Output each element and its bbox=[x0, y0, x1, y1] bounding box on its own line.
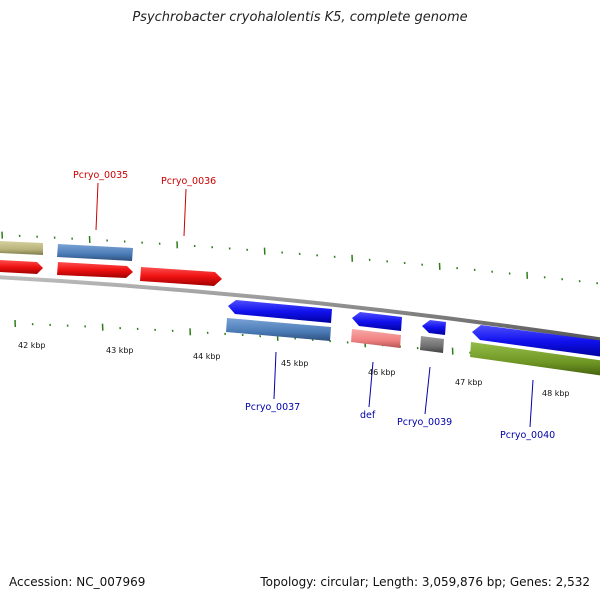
genome-backbone bbox=[0, 275, 600, 342]
scale-label-42-kbp: 42 kbp bbox=[18, 341, 46, 350]
accession-text: Accession: NC_007969 bbox=[9, 575, 146, 589]
scale-label-46-kbp: 46 kbp bbox=[368, 368, 396, 377]
gene-feature-pcryo-0039[interactable] bbox=[420, 336, 444, 353]
gene-label-pcryo-0035[interactable]: Pcryo_0035 bbox=[73, 170, 128, 181]
leader-line-pcryo-0035 bbox=[95, 182, 99, 231]
gene-feature-khaki[interactable] bbox=[0, 241, 43, 255]
outer-tick-ring bbox=[1, 231, 599, 285]
map-title: Psychrobacter cryohalolentis K5, complet… bbox=[132, 10, 468, 25]
scale-label-44-kbp: 44 kbp bbox=[193, 352, 221, 361]
cds-arrow-pcryo-0035[interactable] bbox=[57, 262, 133, 278]
gene-label-pcryo-0040[interactable]: Pcryo_0040 bbox=[500, 430, 555, 441]
gene-label-pcryo-0039[interactable]: Pcryo_0039 bbox=[397, 417, 452, 428]
gene-feature-pcryo-0035[interactable] bbox=[57, 244, 133, 261]
gene-feature-def[interactable] bbox=[351, 329, 401, 348]
leader-line-pcryo-0040 bbox=[529, 379, 534, 428]
cds-arrow-pcryo-0039[interactable] bbox=[422, 320, 446, 335]
scale-label-45-kbp: 45 kbp bbox=[281, 359, 309, 368]
cds-arrow-pcryo-0036[interactable] bbox=[140, 267, 222, 286]
gene-label-pcryo-0036[interactable]: Pcryo_0036 bbox=[161, 176, 216, 187]
scale-label-47-kbp: 47 kbp bbox=[455, 378, 483, 387]
leader-line-pcryo-0039 bbox=[424, 366, 431, 415]
leader-line-def bbox=[368, 361, 374, 408]
cds-arrow-pcryo-0037[interactable] bbox=[228, 300, 332, 323]
scale-label-43-kbp: 43 kbp bbox=[106, 346, 134, 355]
cds-arrow-pcryo-0040[interactable] bbox=[472, 325, 600, 357]
cds-arrow-forward-1[interactable] bbox=[0, 260, 43, 274]
genome-stats-text: Topology: circular; Length: 3,059,876 bp… bbox=[260, 575, 590, 589]
gene-label-def[interactable]: def bbox=[360, 410, 376, 421]
scale-label-48-kbp: 48 kbp bbox=[542, 389, 570, 398]
leader-line-pcryo-0037 bbox=[273, 351, 277, 400]
gene-feature-pcryo-0040[interactable] bbox=[470, 342, 600, 376]
gene-label-pcryo-0037[interactable]: Pcryo_0037 bbox=[245, 402, 300, 413]
leader-line-pcryo-0036 bbox=[183, 188, 187, 237]
cds-arrow-def[interactable] bbox=[352, 312, 402, 331]
gene-feature-pcryo-0037[interactable] bbox=[226, 318, 331, 341]
